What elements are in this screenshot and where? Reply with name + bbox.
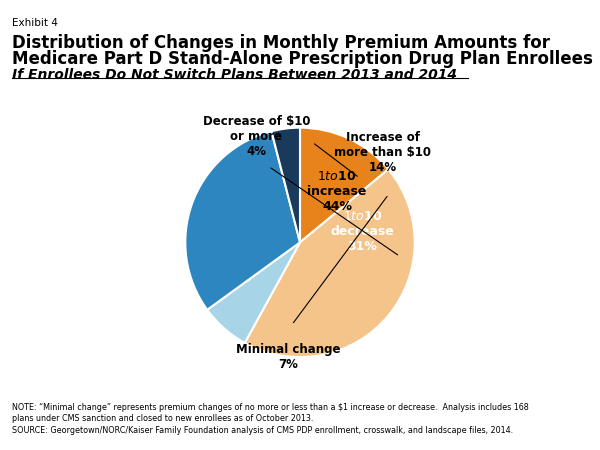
- Text: SOURCE: Georgetown/NORC/Kaiser Family Foundation analysis of CMS PDP enrollment,: SOURCE: Georgetown/NORC/Kaiser Family Fo…: [12, 426, 513, 435]
- Text: Increase of
more than $10
14%: Increase of more than $10 14%: [334, 131, 431, 175]
- Text: KAISER: KAISER: [509, 418, 550, 428]
- Text: $1 to $10
increase
44%: $1 to $10 increase 44%: [307, 170, 367, 213]
- Text: $1 to $10
decrease
31%: $1 to $10 decrease 31%: [331, 211, 394, 253]
- Text: Exhibit 4: Exhibit 4: [12, 18, 58, 28]
- Text: NOTE: “Minimal change” represents premium changes of no more or less than a $1 i: NOTE: “Minimal change” represents premiu…: [12, 403, 529, 412]
- Text: FAMILY: FAMILY: [511, 428, 548, 438]
- Text: Minimal change
7%: Minimal change 7%: [236, 343, 341, 371]
- Wedge shape: [245, 169, 415, 357]
- Text: Medicare Part D Stand-Alone Prescription Drug Plan Enrollees: Medicare Part D Stand-Alone Prescription…: [12, 50, 593, 68]
- Wedge shape: [300, 128, 388, 243]
- Wedge shape: [185, 131, 300, 310]
- Text: Decrease of $10
or more
4%: Decrease of $10 or more 4%: [203, 115, 310, 158]
- Text: If Enrollees Do Not Switch Plans Between 2013 and 2014: If Enrollees Do Not Switch Plans Between…: [12, 68, 457, 82]
- Wedge shape: [207, 243, 300, 343]
- Text: THE HENRY J.: THE HENRY J.: [512, 411, 547, 416]
- Text: FOUNDATION: FOUNDATION: [509, 440, 550, 445]
- Wedge shape: [271, 128, 300, 243]
- Text: plans under CMS sanction and closed to new enrollees as of October 2013.: plans under CMS sanction and closed to n…: [12, 414, 313, 423]
- Text: Distribution of Changes in Monthly Premium Amounts for: Distribution of Changes in Monthly Premi…: [12, 34, 550, 52]
